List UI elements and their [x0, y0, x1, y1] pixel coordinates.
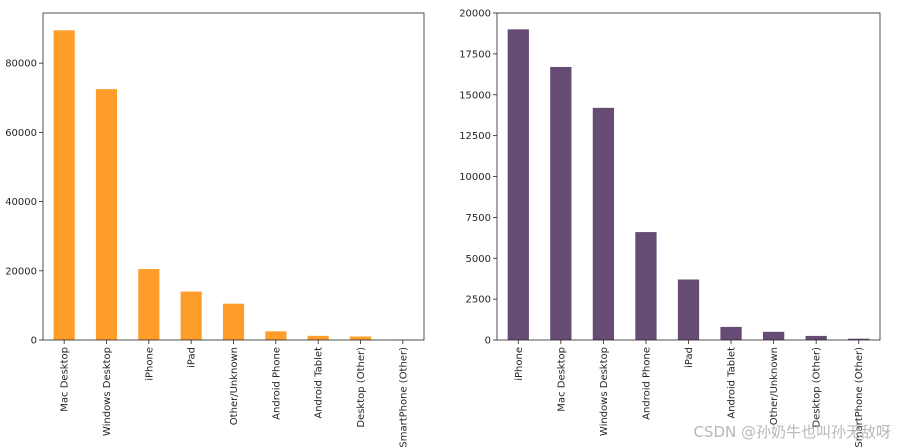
bar-iphone	[507, 29, 529, 340]
x-tick-label: iPad	[684, 347, 695, 368]
bar-mac-desktop	[53, 30, 75, 341]
bar-desktop-other-	[349, 336, 372, 340]
x-tick-label: Android Tablet	[314, 347, 325, 419]
x-tick-label: Other/Unknown	[769, 347, 780, 425]
y-tick-label: 17500	[459, 49, 491, 60]
bar-ipad	[677, 279, 700, 340]
x-tick-label: Mac Desktop	[60, 347, 71, 412]
x-tick-label: Desktop (Other)	[812, 347, 823, 428]
bar-other-unknown	[762, 331, 785, 340]
bar-windows-desktop	[95, 89, 118, 340]
bar-smartphone-other-	[848, 338, 870, 340]
chart-2: 0 2500 5000 7500 10000 12500 15000 17500 20000 iP…	[459, 9, 881, 448]
y-tick-label: 0	[485, 336, 491, 347]
x-tick-label: iPhone	[144, 347, 155, 381]
bar-iphone	[138, 269, 160, 340]
y-tick-label: 60000	[5, 128, 37, 139]
bar-mac-desktop	[550, 66, 572, 340]
x-tick-label: SmartPhone (Other)	[854, 347, 865, 448]
y-tick-label: 2500	[466, 295, 491, 306]
x-tick-label: iPad	[187, 347, 198, 368]
x-tick-label: Mac Desktop	[556, 347, 567, 412]
x-tick-label: Windows Desktop	[102, 347, 113, 436]
x-tick-label: Other/Unknown	[229, 347, 240, 425]
y-tick-label: 80000	[5, 59, 37, 70]
bar-ipad	[180, 291, 202, 340]
y-tick-label: 5000	[466, 254, 491, 265]
x-tick-label: iPhone	[514, 347, 525, 381]
watermark-text: CSDN @孙奶牛也叫孙无敌呀	[693, 423, 891, 441]
bar-android-phone	[635, 232, 657, 340]
x-tick-label: Desktop (Other)	[356, 347, 367, 428]
y-tick-label: 15000	[459, 90, 491, 101]
x-tick-label: Android Phone	[271, 347, 282, 420]
bar-desktop-other-	[805, 335, 827, 340]
bar-android-tablet	[307, 335, 329, 340]
x-tick-label: SmartPhone (Other)	[398, 347, 409, 448]
y-tick-label: 10000	[459, 172, 491, 183]
y-tick-label: 7500	[466, 213, 491, 224]
y-tick-label: 0	[31, 336, 37, 347]
bar-android-tablet	[720, 326, 742, 340]
bar-other-unknown	[222, 303, 245, 340]
y-tick-label: 40000	[5, 197, 37, 208]
bar-windows-desktop	[592, 107, 615, 340]
y-tick-label: 12500	[459, 131, 491, 142]
x-tick-label: Windows Desktop	[599, 347, 610, 436]
bar-android-phone	[265, 331, 287, 340]
chart-1: 0 20000 40000 60000 80000 Mac Desktop Windows …	[5, 12, 425, 448]
y-tick-label: 20000	[459, 9, 491, 20]
x-tick-label: Android Phone	[641, 347, 652, 420]
x-tick-label: Android Tablet	[727, 347, 738, 419]
y-tick-label: 20000	[5, 266, 37, 277]
